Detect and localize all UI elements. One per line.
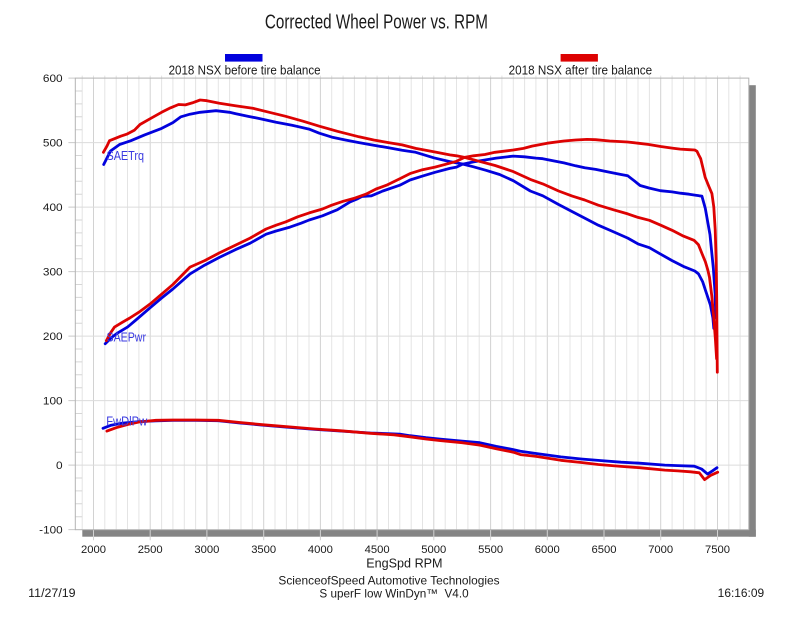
svg-text:2018 NSX after tire balance: 2018 NSX after tire balance: [509, 64, 653, 78]
svg-text:200: 200: [43, 331, 63, 343]
svg-text:7000: 7000: [648, 544, 673, 556]
svg-text:Corrected Wheel Power vs. RPM: Corrected Wheel Power vs. RPM: [265, 12, 488, 34]
svg-text:11/27/19: 11/27/19: [28, 588, 75, 600]
svg-text:4000: 4000: [308, 544, 333, 556]
svg-text:0: 0: [56, 460, 63, 472]
svg-text:100: 100: [43, 396, 63, 408]
svg-text:2018 NSX before tire balance: 2018 NSX before tire balance: [169, 64, 321, 78]
svg-text:SAETrq: SAETrq: [107, 149, 145, 163]
svg-text:2500: 2500: [138, 544, 163, 556]
svg-text:16:16:09: 16:16:09: [718, 588, 764, 600]
svg-text:7500: 7500: [705, 544, 730, 556]
svg-text:4500: 4500: [365, 544, 390, 556]
svg-text:5000: 5000: [421, 544, 446, 556]
svg-text:3500: 3500: [251, 544, 276, 556]
svg-text:ScienceofSpeed Automotive Tech: ScienceofSpeed Automotive Technologies: [278, 574, 499, 588]
svg-text:300: 300: [43, 267, 63, 279]
svg-text:3000: 3000: [194, 544, 219, 556]
svg-text:S uperF low WinDyn™ V4.0: S uperF low WinDyn™ V4.0: [319, 587, 469, 601]
svg-text:SAEPwr: SAEPwr: [107, 330, 147, 344]
svg-text:6000: 6000: [535, 544, 560, 556]
svg-text:6500: 6500: [592, 544, 617, 556]
svg-text:FwDlPw: FwDlPw: [106, 414, 148, 428]
svg-text:2000: 2000: [81, 544, 106, 556]
svg-text:-100: -100: [39, 525, 62, 537]
svg-text:500: 500: [43, 138, 63, 150]
svg-text:EngSpd RPM: EngSpd RPM: [366, 557, 442, 571]
svg-text:400: 400: [43, 202, 63, 214]
svg-text:600: 600: [43, 73, 63, 85]
svg-text:5500: 5500: [478, 544, 503, 556]
